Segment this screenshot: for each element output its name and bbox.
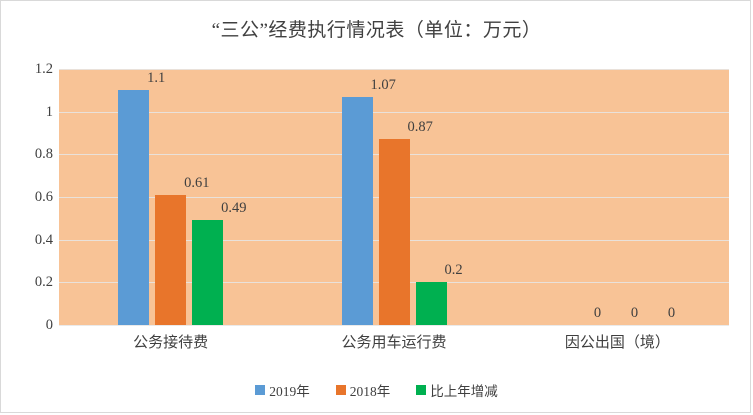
bar-value-label: 1.07 xyxy=(370,76,396,93)
y-tick-label: 0.6 xyxy=(34,189,53,205)
chart-title: “三公”经费执行情况表（单位：万元） xyxy=(211,20,542,41)
y-tick-label: 0.2 xyxy=(34,274,53,291)
bar[interactable] xyxy=(192,220,224,325)
legend-swatch-icon xyxy=(255,385,266,395)
bar[interactable] xyxy=(341,96,373,325)
bar-value-label: 0 xyxy=(630,305,639,321)
legend-swatch-icon xyxy=(416,385,427,395)
legend-label: 2018年 xyxy=(349,384,391,399)
x-axis: 公务接待费 公务用车运行费 因公出国（境） xyxy=(59,331,729,357)
chart-legend: 2019年 2018年 比上年增减 xyxy=(1,380,752,400)
plot-area: 1.1 0.61 0.49 1.07 0.87 0.2 0 0 0 xyxy=(59,69,729,326)
y-tick-label: 0.8 xyxy=(34,146,53,163)
gridline xyxy=(59,111,729,113)
bar-value-label: 0 xyxy=(667,305,676,321)
y-tick-label: 0 xyxy=(45,317,53,333)
y-tick-label: 1 xyxy=(45,103,53,120)
legend-item[interactable]: 2019年 xyxy=(255,380,310,400)
legend-item[interactable]: 2018年 xyxy=(335,380,391,400)
legend-label: 比上年增减 xyxy=(430,384,498,399)
gridline xyxy=(59,69,729,70)
y-tick-label: 1.2 xyxy=(34,61,53,77)
gridline xyxy=(59,325,729,326)
bar-value-label: 0.2 xyxy=(444,262,463,279)
bar-value-label: 0.49 xyxy=(221,200,247,217)
legend-swatch-icon xyxy=(335,385,346,395)
bar-value-label: 1.1 xyxy=(147,70,166,87)
y-tick-label: 0.4 xyxy=(34,231,53,248)
x-tick-label: 公务用车运行费 xyxy=(341,335,447,351)
bar[interactable] xyxy=(378,139,410,325)
x-tick-label: 公务接待费 xyxy=(133,335,209,351)
y-axis: 0 0.2 0.4 0.6 0.8 1 1.2 xyxy=(1,61,53,337)
x-tick-label: 因公出国（境） xyxy=(564,335,670,351)
bar-value-label: 0.61 xyxy=(184,174,210,191)
bar[interactable] xyxy=(155,194,187,325)
legend-item[interactable]: 比上年增减 xyxy=(416,380,498,400)
bar-value-label: 0 xyxy=(593,305,602,321)
bar[interactable] xyxy=(415,282,447,325)
legend-label: 2019年 xyxy=(269,384,310,399)
bar-value-label: 0.87 xyxy=(407,119,433,136)
bar[interactable] xyxy=(118,90,150,325)
